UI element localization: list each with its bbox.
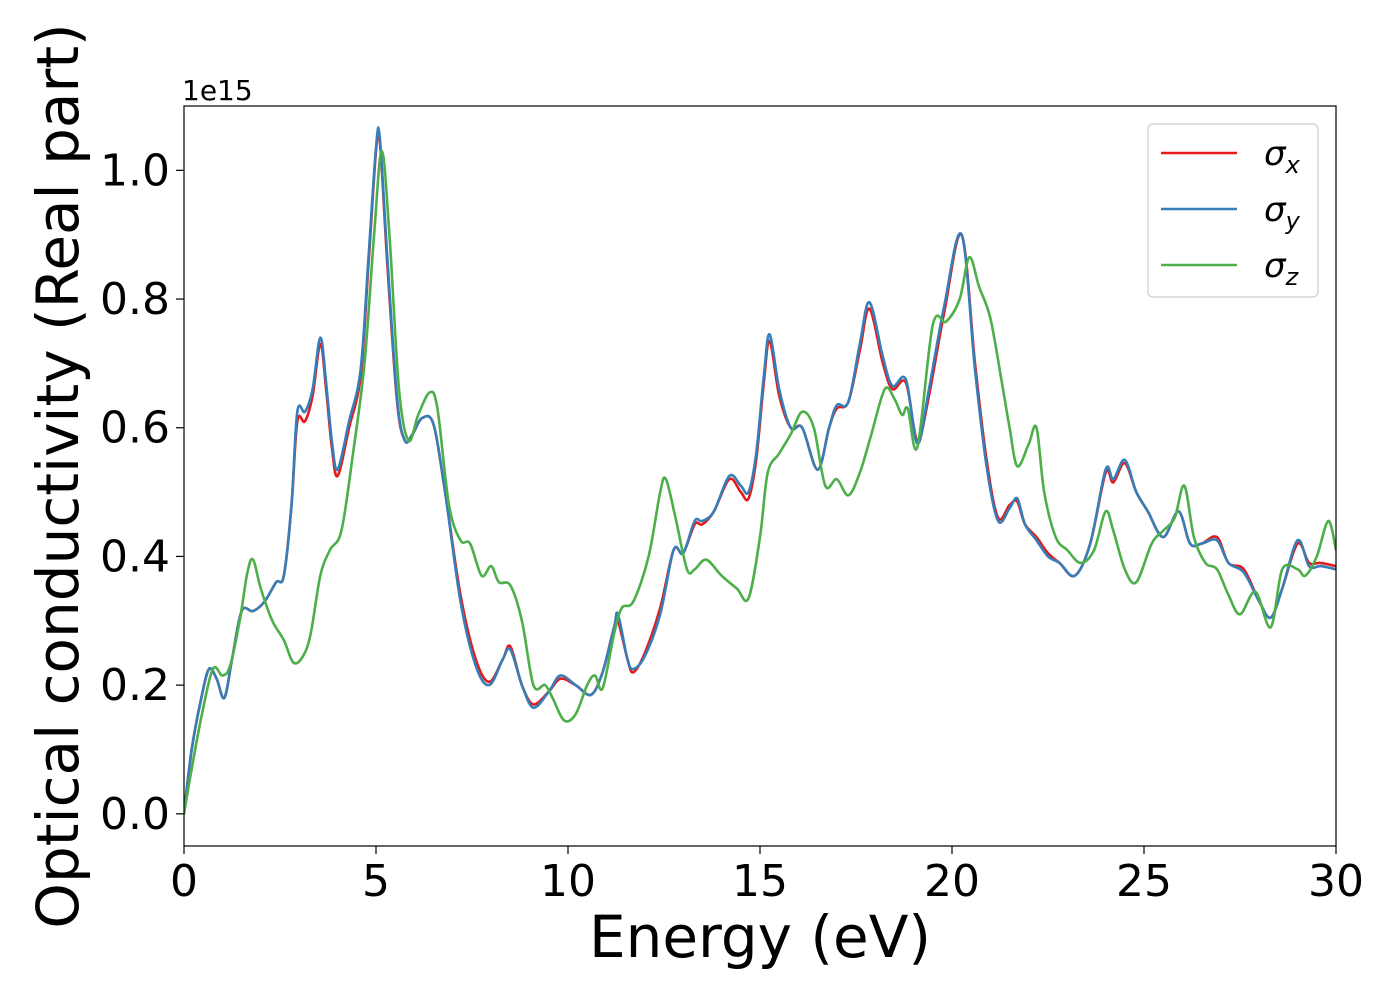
x-tick-label: 10: [540, 856, 596, 907]
y-axis-offset-text: 1e15: [182, 74, 253, 107]
y-tick-label: 0.0: [100, 789, 170, 840]
y-axis-label: Optical conductivity (Real part): [24, 23, 92, 928]
y-tick-label: 1.0: [100, 145, 170, 196]
y-tick-label: 0.4: [100, 531, 170, 582]
x-tick-label: 5: [362, 856, 390, 907]
y-tick-label: 0.8: [100, 274, 170, 325]
series-line-sigma-y: [184, 126, 1336, 816]
legend-label-sigma-z: σz: [1264, 246, 1300, 291]
x-tick-label: 0: [170, 856, 198, 907]
y-tick-label: 0.6: [100, 403, 170, 454]
x-tick-label: 25: [1116, 856, 1172, 907]
legend-symbol: σ: [1264, 190, 1287, 230]
legend-label-sigma-x: σx: [1264, 134, 1301, 179]
y-tick-label: 0.2: [100, 660, 170, 711]
x-axis-ticks: 0 5 10 15 20 25 30: [170, 846, 1364, 907]
series-layer: [184, 126, 1336, 816]
x-tick-label: 15: [732, 856, 788, 907]
y-axis-ticks: 0.0 0.2 0.4 0.6 0.8 1.0: [100, 145, 184, 840]
series-line-sigma-z: [184, 149, 1336, 816]
legend-label-sigma-y: σy: [1264, 190, 1301, 235]
legend-frame: [1147, 123, 1319, 298]
x-axis-label: Energy (eV): [589, 903, 931, 971]
legend-subscript: x: [1285, 151, 1301, 179]
x-tick-label: 30: [1308, 856, 1364, 907]
legend-subscript: y: [1285, 207, 1301, 235]
legend-symbol: σ: [1264, 134, 1287, 174]
x-tick-label: 20: [924, 856, 980, 907]
legend-subscript: z: [1285, 263, 1300, 291]
legend-symbol: σ: [1264, 246, 1287, 286]
